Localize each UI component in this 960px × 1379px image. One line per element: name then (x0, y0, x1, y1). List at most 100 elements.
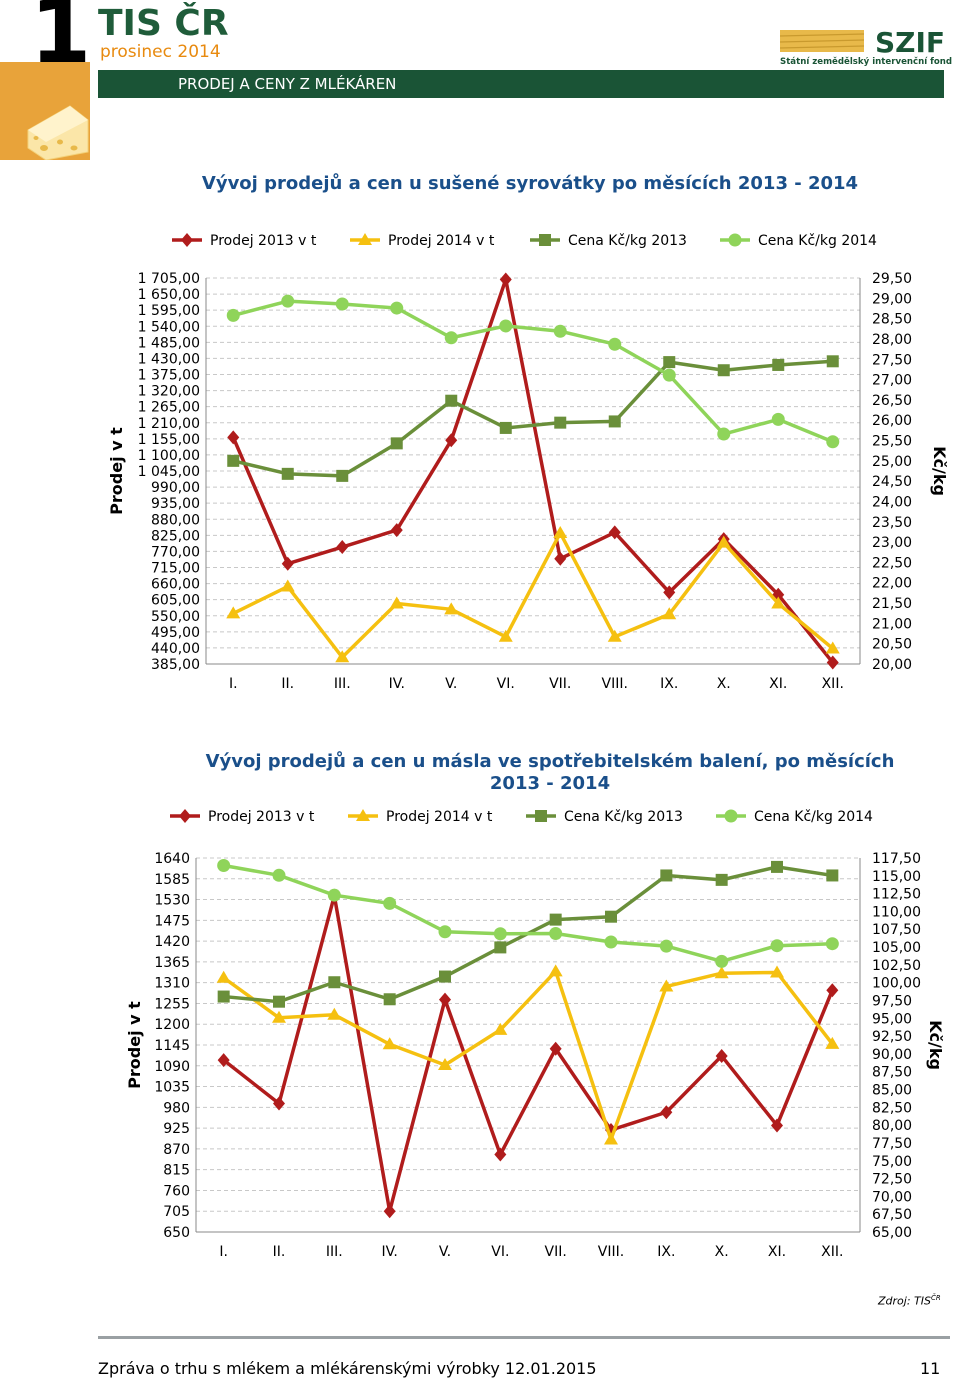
data-point (227, 454, 240, 467)
legend-label: Prodej 2014 v t (386, 809, 493, 825)
y2-tick-label: 115,00 (872, 869, 921, 885)
data-point (217, 858, 231, 872)
x-tick-label: II. (281, 676, 294, 692)
y-tick-label: 605,00 (151, 593, 200, 609)
y2-tick-label: 24,00 (872, 494, 912, 510)
legend-item: Prodej 2013 v t (172, 233, 317, 249)
data-point (438, 925, 452, 939)
data-point (714, 966, 729, 979)
data-point (717, 427, 731, 441)
data-point (553, 324, 567, 338)
y-tick-label: 1 320,00 (138, 384, 200, 400)
series-1 (217, 888, 839, 1219)
y2-tick-label: 105,00 (872, 940, 921, 956)
x-tick-label: III. (326, 1244, 343, 1260)
data-point (493, 927, 507, 941)
x-tick-label: VI. (497, 676, 515, 692)
y-tick-label: 550,00 (151, 609, 200, 625)
data-point (217, 1053, 230, 1068)
data-point (390, 437, 403, 450)
x-tick-label: XII. (822, 676, 844, 692)
data-point (826, 655, 839, 670)
data-point (328, 976, 341, 989)
legend-item: Prodej 2014 v t (348, 809, 493, 825)
series-line (222, 894, 834, 1213)
y-tick-label: 880,00 (151, 512, 200, 528)
data-point (499, 319, 513, 333)
data-point (715, 1048, 728, 1063)
y2-tick-label: 27,00 (872, 373, 912, 389)
report-title: TIS ČR (98, 3, 229, 44)
legend-marker (728, 233, 742, 247)
x-tick-label: III. (334, 676, 351, 692)
footer-divider (98, 1336, 950, 1339)
x-tick-label: I. (219, 1244, 228, 1260)
data-point (660, 1105, 673, 1120)
y-tick-label: 1585 (154, 872, 190, 888)
data-point (826, 869, 839, 882)
data-point (336, 469, 349, 482)
data-point (494, 1147, 507, 1162)
x-tick-label: VII. (545, 1244, 567, 1260)
data-point (439, 970, 451, 983)
y-tick-label: 715,00 (151, 561, 200, 577)
legend-label: Cena Kč/kg 2013 (564, 809, 683, 825)
legend-marker (539, 234, 551, 246)
szif-logo-subtext: Státní zemědělský intervenční fond (780, 56, 952, 67)
data-point (493, 1022, 508, 1035)
chart2: 1640 1585 1530 1475 1420 1365 1310 1255 1200 1145… (125, 809, 945, 1260)
y-tick-label: 1420 (154, 934, 190, 950)
chart1-title: Vývoj prodejů a cen u sušené syrovátky p… (201, 173, 859, 194)
x-tick-label: X. (715, 1244, 729, 1260)
cheese-image (0, 62, 90, 160)
data-point (608, 415, 621, 428)
legend-marker (181, 233, 193, 247)
y2-tick-label: 26,50 (872, 393, 912, 409)
y-tick-label: 440,00 (151, 641, 200, 657)
y-tick-label: 1365 (154, 955, 190, 971)
y2-tick-label: 29,50 (872, 271, 912, 287)
series-line (232, 359, 833, 478)
data-point (498, 629, 513, 642)
data-point (605, 910, 617, 923)
data-point (716, 535, 731, 548)
y2-tick-label: 97,50 (872, 993, 912, 1009)
y2-tick-label: 22,50 (872, 555, 912, 571)
data-point (327, 1007, 342, 1020)
section-bar (98, 70, 944, 98)
data-point (390, 523, 403, 538)
chart1: 1 705,001 650,001 595,001 540,001 485,00… (107, 233, 949, 692)
y2-tick-label: 28,00 (872, 332, 912, 348)
data-point (826, 435, 840, 449)
page-number: 11 (920, 1359, 941, 1378)
y-tick-label: 1 705,00 (138, 271, 200, 287)
y-tick-label: 1 265,00 (138, 400, 200, 416)
y-tick-label: 1 650,00 (138, 287, 200, 303)
data-point (825, 641, 840, 654)
y-tick-label: 870 (163, 1142, 190, 1158)
data-point (383, 1204, 396, 1219)
y2-tick-label: 100,00 (872, 976, 921, 992)
series-3 (227, 355, 839, 482)
y2-tick-label: 87,50 (872, 1065, 912, 1081)
y2-tick-label: 107,50 (872, 922, 921, 938)
y2-tick-label: 20,50 (872, 637, 912, 653)
y-axis-title: Prodej v t (107, 427, 126, 515)
y-tick-label: 1 100,00 (138, 448, 200, 464)
legend-marker (358, 233, 372, 245)
y-tick-label: 1640 (154, 851, 190, 867)
x-tick-label: V. (439, 1244, 451, 1260)
x-tick-label: VIII. (602, 676, 628, 692)
data-point (549, 1041, 562, 1056)
data-point (771, 596, 786, 609)
y2-tick-label: 25,50 (872, 434, 912, 450)
legend-label: Prodej 2014 v t (388, 233, 495, 249)
data-point (825, 1036, 840, 1049)
y2-tick-label: 110,00 (872, 904, 921, 920)
x-tick-label: XI. (769, 676, 787, 692)
x-tick-label: IV. (389, 676, 405, 692)
data-point (826, 355, 839, 368)
source-label: Zdroj: TIS (878, 1294, 931, 1308)
data-point (389, 596, 404, 609)
x-tick-label: IX. (657, 1244, 675, 1260)
